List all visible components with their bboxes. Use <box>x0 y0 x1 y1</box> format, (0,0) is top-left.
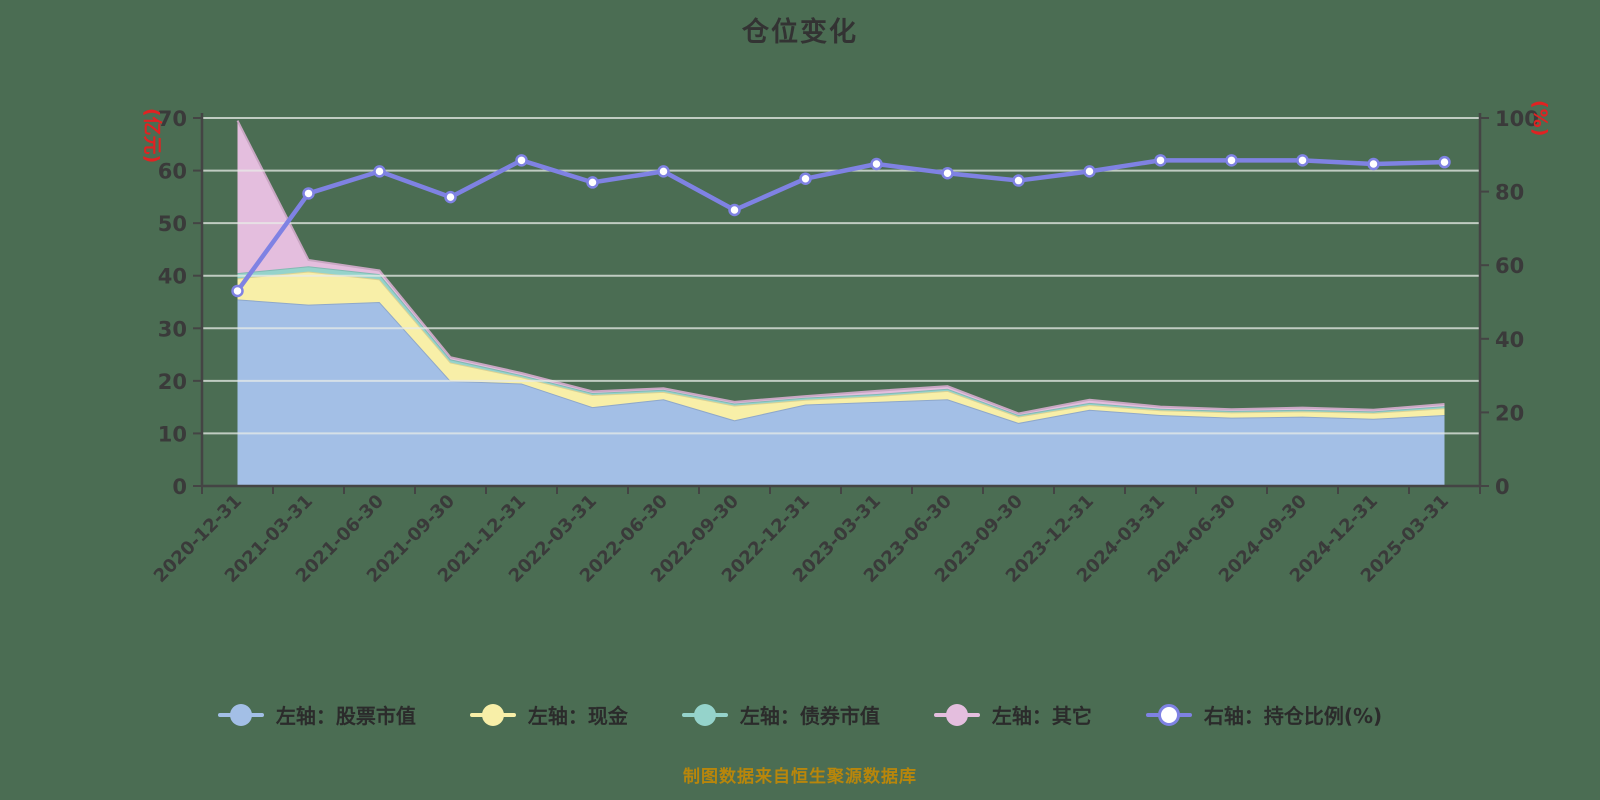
y-axis-left-tick-label: 30 <box>158 317 187 341</box>
area-cash <box>237 271 1445 423</box>
y-axis-left-tick-label: 10 <box>158 422 187 446</box>
ratio-line-marker <box>373 165 386 178</box>
area-topline-cash <box>237 270 1445 418</box>
legend-item-cash[interactable]: 左轴：现金 <box>469 700 628 729</box>
ratio-line-marker <box>231 284 244 298</box>
y-axis-right-tick-label: 0 <box>1495 475 1510 499</box>
data-source-caption: 制图数据来自恒生聚源数据库 <box>683 767 917 787</box>
chart-legend: 左轴：股票市值 左轴：现金 左轴：债券市值 左轴：其它 右轴：持仓比例(%) <box>0 700 1600 729</box>
ratio-line-marker <box>799 172 812 185</box>
area-stocks <box>237 299 1445 486</box>
ratio-line-marker <box>302 187 315 200</box>
ratio-line-marker <box>1154 154 1167 167</box>
ratio-line-marker <box>657 165 670 178</box>
y-axis-right-tick-label: 80 <box>1495 181 1524 205</box>
ratio-line-marker <box>941 166 954 180</box>
ratio-line-marker <box>444 190 457 204</box>
legend-marker-icon <box>217 703 264 726</box>
legend-marker-icon <box>1145 703 1192 726</box>
chart-title: 仓位变化 <box>742 17 858 48</box>
legend-marker-icon <box>469 703 516 726</box>
ratio-line-marker <box>1225 154 1238 167</box>
ratio-line-marker <box>1083 165 1096 178</box>
legend-label: 右轴：持仓比例(%) <box>1203 704 1383 728</box>
ratio-line-marker <box>1367 157 1380 171</box>
left-axis-unit-label: (亿元) <box>141 108 164 163</box>
y-axis-left-tick-label: 0 <box>172 475 187 499</box>
ratio-line-marker <box>1438 155 1451 169</box>
area-topline-stocks <box>237 298 1445 424</box>
legend-item-bonds[interactable]: 左轴：债券市值 <box>681 700 880 729</box>
ratio-line-marker <box>728 203 741 217</box>
y-axis-left-tick-label: 20 <box>158 370 187 394</box>
y-axis-right-tick-label: 100 <box>1495 107 1539 131</box>
ratio-line-marker <box>870 157 883 171</box>
ratio-line-marker <box>586 176 599 189</box>
ratio-line-marker <box>1296 154 1309 167</box>
ratio-line-marker <box>515 154 528 167</box>
legend-item-ratio_line[interactable]: 右轴：持仓比例(%) <box>1145 700 1383 729</box>
legend-marker-icon <box>681 703 728 726</box>
legend-marker-icon <box>933 703 980 726</box>
legend-item-other[interactable]: 左轴：其它 <box>933 700 1092 729</box>
legend-label: 左轴：债券市值 <box>739 704 880 728</box>
legend-label: 左轴：其它 <box>991 704 1092 728</box>
legend-item-stocks[interactable]: 左轴：股票市值 <box>217 700 416 729</box>
ratio-line-marker <box>1012 174 1025 187</box>
y-axis-left-tick-label: 40 <box>158 265 187 289</box>
y-axis-right-tick-label: 60 <box>1495 254 1524 278</box>
y-axis-left-tick-label: 60 <box>158 160 187 184</box>
legend-label: 左轴：现金 <box>527 704 628 728</box>
area-topline-other <box>236 120 1445 415</box>
y-axis-left-tick-label: 50 <box>158 212 187 236</box>
right-axis-unit-label: (%) <box>1529 100 1551 136</box>
chart-plot-svg: 0102030405060700204060801002020-12-31202… <box>141 100 1551 587</box>
y-axis-left-tick-label: 70 <box>158 107 187 131</box>
ratio-line <box>235 158 1447 294</box>
y-axis-right-tick-label: 40 <box>1495 328 1524 352</box>
y-axis-right-tick-label: 20 <box>1495 401 1524 425</box>
legend-label: 左轴：股票市值 <box>275 704 416 728</box>
